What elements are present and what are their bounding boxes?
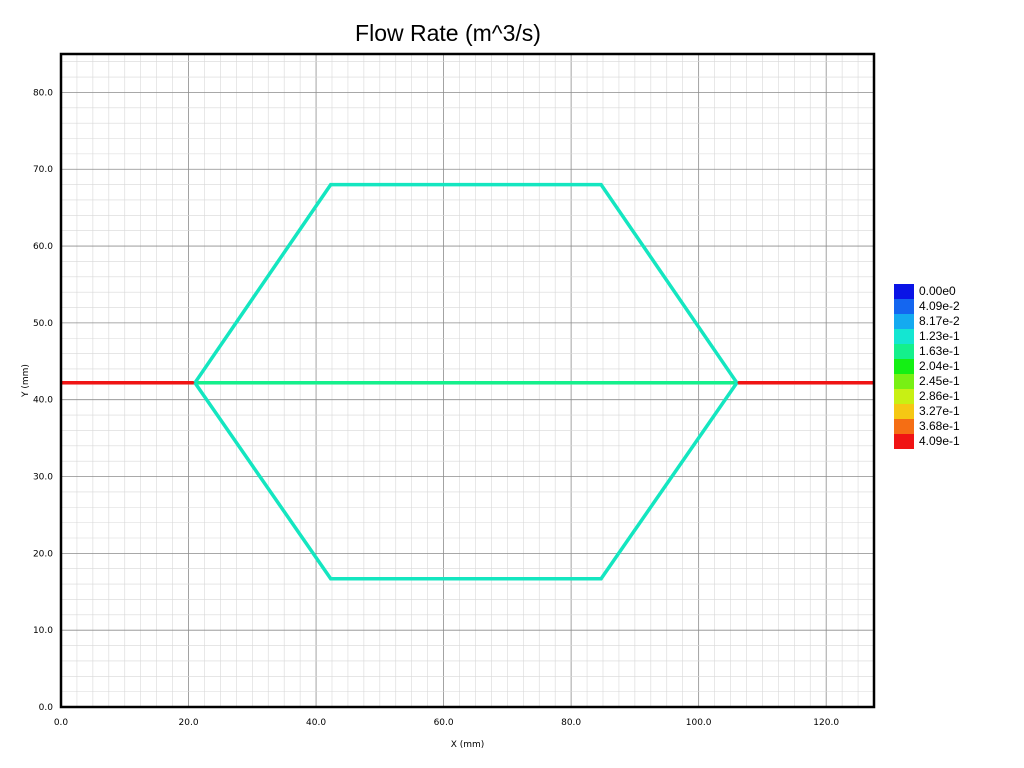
legend-swatch <box>894 374 914 389</box>
x-tick-label: 0.0 <box>54 718 69 728</box>
legend-label: 2.04e-1 <box>919 359 960 373</box>
legend-swatch <box>894 419 914 434</box>
legend-label: 3.27e-1 <box>919 404 960 418</box>
y-axis-label: Y (mm) <box>21 364 31 398</box>
plot-frame <box>59 52 876 709</box>
legend-swatch <box>894 404 914 419</box>
series-layer <box>61 182 874 581</box>
legend-swatch <box>894 329 914 344</box>
chart-title: Flow Rate (m^3/s) <box>355 20 541 46</box>
y-tick-label: 30.0 <box>33 473 53 483</box>
legend-label: 1.23e-1 <box>919 329 960 343</box>
x-tick-label: 120.0 <box>813 718 839 728</box>
legend-label: 2.45e-1 <box>919 374 960 388</box>
legend-label: 8.17e-2 <box>919 314 960 328</box>
legend-label: 0.00e0 <box>919 284 956 298</box>
y-tick-label: 50.0 <box>33 319 53 329</box>
x-tick-label: 40.0 <box>306 718 326 728</box>
grid <box>60 54 875 708</box>
y-tick-label: 0.0 <box>39 703 54 713</box>
legend-label: 4.09e-1 <box>919 434 960 448</box>
legend: 0.00e04.09e-28.17e-21.23e-11.63e-12.04e-… <box>894 284 960 449</box>
legend-swatch <box>894 314 914 329</box>
legend-swatch <box>894 344 914 359</box>
y-tick-label: 20.0 <box>33 549 53 559</box>
y-tick-label: 80.0 <box>33 88 53 98</box>
flow-segment-5 <box>193 381 739 581</box>
legend-label: 1.63e-1 <box>919 344 960 358</box>
x-tick-label: 100.0 <box>686 718 712 728</box>
x-axis-label: X (mm) <box>451 740 485 750</box>
legend-label: 2.86e-1 <box>919 389 960 403</box>
y-tick-label: 40.0 <box>33 396 53 406</box>
legend-swatch <box>894 299 914 314</box>
x-tick-label: 60.0 <box>434 718 454 728</box>
legend-swatch <box>894 359 914 374</box>
legend-swatch <box>894 389 914 404</box>
legend-label: 4.09e-2 <box>919 299 960 313</box>
y-tick-label: 60.0 <box>33 242 53 252</box>
legend-swatch <box>894 284 914 299</box>
y-tick-label: 10.0 <box>33 626 53 636</box>
x-tick-label: 80.0 <box>561 718 581 728</box>
legend-swatch <box>894 434 914 449</box>
y-tick-label: 70.0 <box>33 165 53 175</box>
legend-label: 3.68e-1 <box>919 419 960 433</box>
tick-labels: 0.0 20.0 40.0 60.0 80.0 100.0 120.0 0.0 10.0 20.0… <box>33 88 839 728</box>
x-tick-label: 20.0 <box>179 718 199 728</box>
flow-segment-4 <box>193 182 739 384</box>
